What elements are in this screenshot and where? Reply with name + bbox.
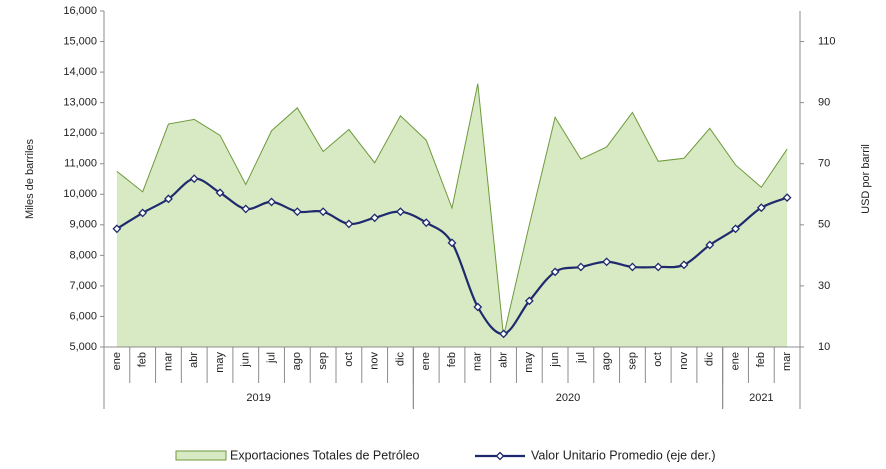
marker xyxy=(731,224,740,234)
group-label: 2019 xyxy=(246,392,270,404)
x-tick-label: mar xyxy=(781,352,793,371)
marker xyxy=(421,218,431,228)
x-tick-label: nov xyxy=(678,352,690,370)
y2-tick-label: 90 xyxy=(818,97,830,109)
x-tick-label: jun xyxy=(240,352,252,368)
x-tick-label: oct xyxy=(652,352,664,367)
y-tick-label: 7,000 xyxy=(69,280,97,292)
marker xyxy=(241,204,251,214)
y-tick-label: 8,000 xyxy=(69,249,97,261)
y-axis-label: Miles de barriles xyxy=(24,138,36,219)
group-label: 2021 xyxy=(749,392,773,404)
y2-tick-label: 10 xyxy=(818,341,830,353)
y-tick-label: 11,000 xyxy=(64,158,97,170)
marker xyxy=(164,194,173,204)
x-tick-label: dic xyxy=(704,352,716,367)
y-tick-label: 12,000 xyxy=(63,127,97,139)
marker xyxy=(524,296,534,306)
legend-marker xyxy=(495,451,505,461)
marker xyxy=(705,240,715,250)
x-tick-label: ago xyxy=(291,352,303,370)
marker xyxy=(602,257,612,267)
x-tick-label: dic xyxy=(394,352,406,367)
marker xyxy=(370,213,380,223)
y-tick-label: 15,000 xyxy=(63,35,97,47)
x-tick-label: may xyxy=(523,352,535,373)
marker xyxy=(756,203,766,213)
x-tick-label: sep xyxy=(626,352,638,370)
legend-label: Valor Unitario Promedio (eje der.) xyxy=(531,448,716,462)
y2-axis-label: USD por barril xyxy=(860,144,872,214)
marker xyxy=(215,188,225,198)
marker xyxy=(499,329,508,339)
marker xyxy=(292,207,302,217)
x-tick-label: nov xyxy=(369,352,381,370)
y-tick-label: 13,000 xyxy=(63,97,97,109)
x-tick-label: ene xyxy=(420,352,432,370)
marker xyxy=(138,208,148,218)
area xyxy=(116,83,788,347)
x-tick-label: mar xyxy=(472,352,484,371)
x-tick-label: oct xyxy=(343,352,355,367)
marker xyxy=(344,219,354,229)
legend: Exportaciones Totales de Petróleo Valor U… xyxy=(175,448,716,462)
x-tick-label: abr xyxy=(497,352,509,368)
y2-tick-label: 50 xyxy=(818,219,830,231)
marker xyxy=(112,224,122,234)
marker xyxy=(550,267,560,277)
marker xyxy=(189,174,199,184)
area-outline xyxy=(116,83,788,337)
legend-swatch xyxy=(175,450,227,461)
y-tick-label: 16,000 xyxy=(63,5,97,17)
x-tick-label: jun xyxy=(549,352,561,368)
x-tick-label: abr xyxy=(188,352,200,368)
y-tick-label: 9,000 xyxy=(69,219,97,231)
y2-tick-label: 110 xyxy=(818,35,836,47)
marker xyxy=(679,260,689,270)
x-tick-label: ago xyxy=(601,352,613,370)
marker xyxy=(782,193,792,203)
x-tick-label: ene xyxy=(729,352,741,370)
y-tick-label: 5,000 xyxy=(69,341,97,353)
x-tick-label: feb xyxy=(446,352,458,367)
x-tick-label: mar xyxy=(162,352,174,371)
x-tick-label: sep xyxy=(317,352,329,370)
marker xyxy=(318,207,328,217)
y2-tick-label: 30 xyxy=(818,280,830,292)
x-tick-label: feb xyxy=(755,352,767,367)
x-tick-label: ene xyxy=(111,352,123,370)
marker xyxy=(576,262,586,272)
y-tick-label: 14,000 xyxy=(63,66,97,78)
group-label: 2020 xyxy=(556,392,580,404)
marker xyxy=(267,197,276,207)
marker xyxy=(653,262,663,272)
legend-label: Exportaciones Totales de Petróleo xyxy=(230,448,420,462)
x-tick-label: jul xyxy=(265,352,277,364)
y-tick-label: 6,000 xyxy=(69,310,97,322)
marker xyxy=(447,238,457,248)
x-tick-label: feb xyxy=(137,352,149,367)
x-tick-label: jul xyxy=(575,352,587,364)
marker xyxy=(628,262,637,272)
y2-tick-label: 70 xyxy=(818,158,830,170)
x-tick-label: may xyxy=(214,352,226,373)
y-tick-label: 10,000 xyxy=(63,188,97,200)
marker xyxy=(396,207,405,217)
marker xyxy=(473,302,483,312)
